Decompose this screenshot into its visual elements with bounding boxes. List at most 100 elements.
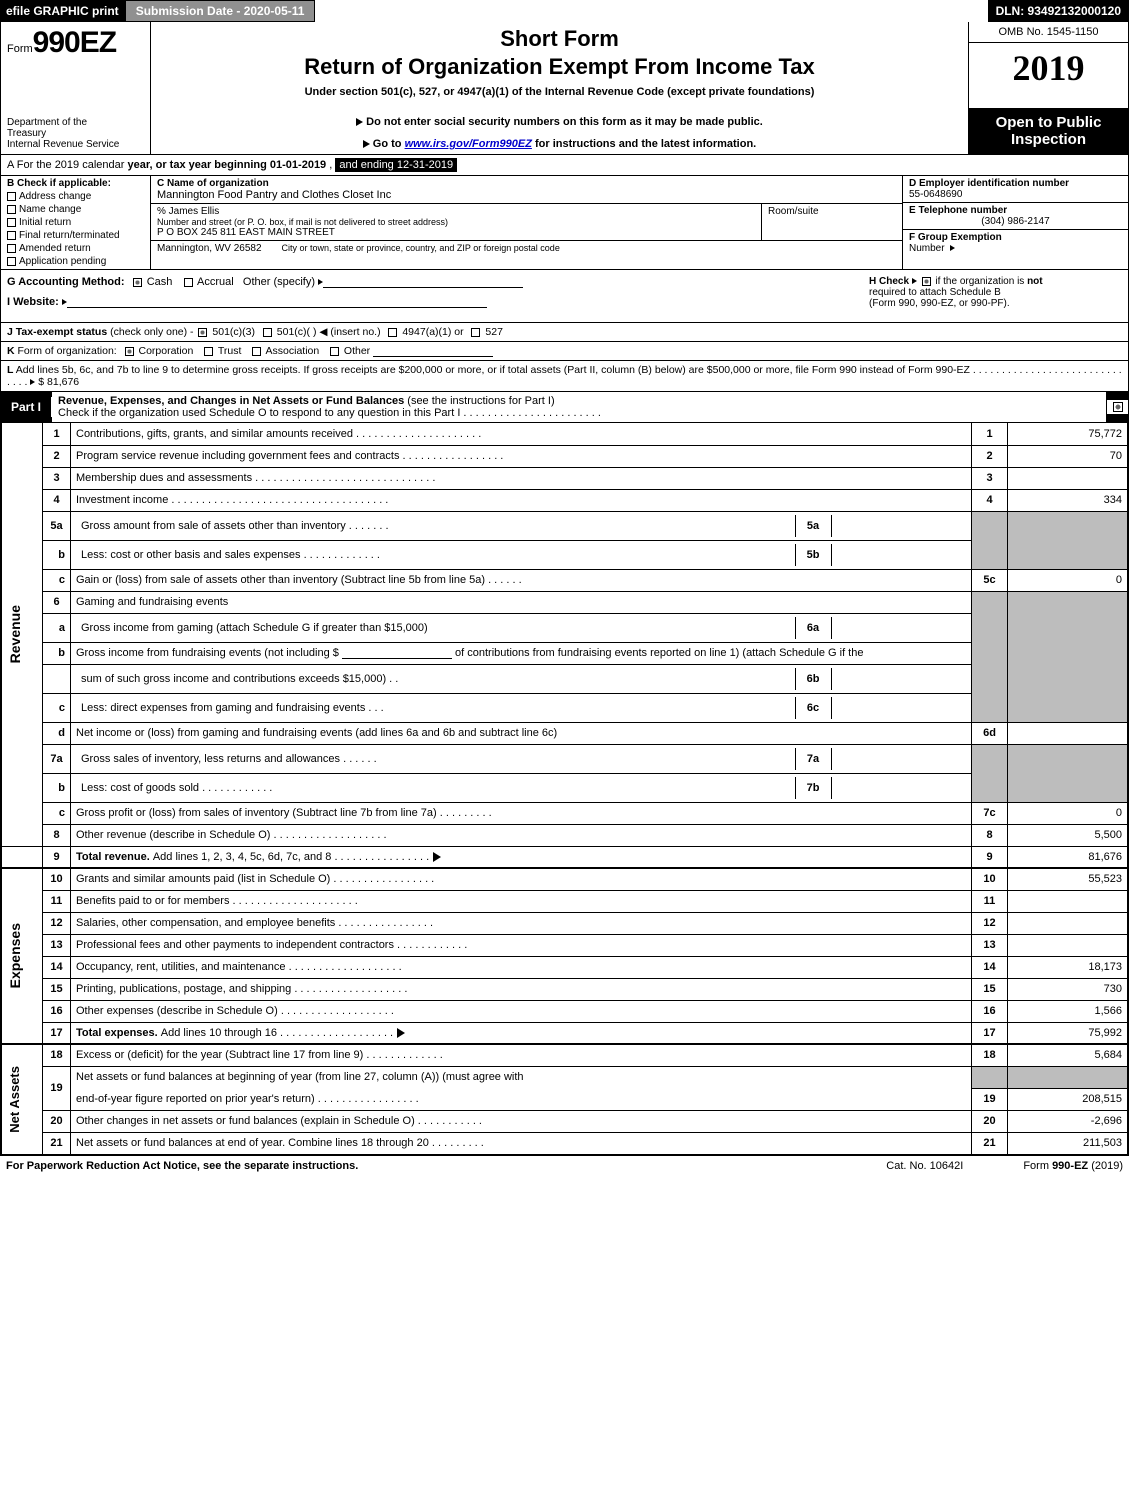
value-8: 5,500 xyxy=(1008,824,1128,846)
street-block: % James Ellis Number and street (or P. O… xyxy=(151,204,762,240)
chk-initial-return[interactable]: Initial return xyxy=(7,217,144,228)
section-def: D Employer identification number 55-0648… xyxy=(903,176,1128,269)
catalog-number: Cat. No. 10642I xyxy=(886,1160,963,1172)
radio-association[interactable] xyxy=(252,347,261,356)
chk-final-return[interactable]: Final return/terminated xyxy=(7,230,144,241)
radio-527[interactable] xyxy=(471,328,480,337)
website-input[interactable] xyxy=(67,296,487,308)
org-name: Mannington Food Pantry and Clothes Close… xyxy=(157,189,896,201)
value-4: 334 xyxy=(1008,489,1128,511)
table-row: cGross profit or (loss) from sales of in… xyxy=(2,802,1128,824)
table-row: Expenses 10Grants and similar amounts pa… xyxy=(2,868,1128,890)
value-20: -2,696 xyxy=(1008,1110,1128,1132)
radio-corporation[interactable] xyxy=(125,347,134,356)
radio-trust[interactable] xyxy=(204,347,213,356)
table-row: 3Membership dues and assessments . . . .… xyxy=(2,467,1128,489)
line-j: J Tax-exempt status (check only one) - 5… xyxy=(1,323,1128,342)
line-i: I Website: xyxy=(7,296,857,308)
table-row: Net Assets 18Excess or (deficit) for the… xyxy=(2,1044,1128,1066)
org-name-block: C Name of organization Mannington Food P… xyxy=(151,176,902,204)
footer: For Paperwork Reduction Act Notice, see … xyxy=(0,1156,1129,1176)
other-specify-input[interactable] xyxy=(323,276,523,288)
chk-schedule-b[interactable] xyxy=(922,277,931,286)
value-1: 75,772 xyxy=(1008,423,1128,445)
part-i-checkbox[interactable] xyxy=(1106,400,1128,414)
street-address: P O BOX 245 811 EAST MAIN STREET xyxy=(157,227,755,238)
chk-amended-return[interactable]: Amended return xyxy=(7,243,144,254)
submission-date: Submission Date - 2020-05-11 xyxy=(125,0,316,22)
irs-link[interactable]: www.irs.gov/Form990EZ xyxy=(405,138,532,150)
triangle-icon xyxy=(950,245,955,251)
triangle-icon xyxy=(912,278,917,284)
triangle-icon xyxy=(356,118,363,126)
form-header: Form990EZ Department of the Treasury Int… xyxy=(1,22,1128,155)
table-row: 13Professional fees and other payments t… xyxy=(2,934,1128,956)
ein-value: 55-0648690 xyxy=(909,189,1122,200)
net-assets-label: Net Assets xyxy=(2,1044,43,1154)
table-row: 4Investment income . . . . . . . . . . .… xyxy=(2,489,1128,511)
table-row: 12Salaries, other compensation, and empl… xyxy=(2,912,1128,934)
dln: DLN: 93492132000120 xyxy=(988,0,1129,22)
table-row: 19Net assets or fund balances at beginni… xyxy=(2,1066,1128,1088)
tax-year: 2019 xyxy=(969,43,1128,97)
table-row: 9Total revenue. Add lines 1, 2, 3, 4, 5c… xyxy=(2,846,1128,868)
do-not-enter: Do not enter social security numbers on … xyxy=(157,116,962,128)
room-suite: Room/suite xyxy=(762,204,902,240)
telephone-value: (304) 986-2147 xyxy=(909,216,1122,227)
table-row: 6Gaming and fundraising events xyxy=(2,591,1128,613)
value-17: 75,992 xyxy=(1008,1022,1128,1044)
table-row: 2Program service revenue including gover… xyxy=(2,445,1128,467)
section-b: B Check if applicable: Address change Na… xyxy=(1,176,151,269)
header-right: OMB No. 1545-1150 2019 Open to Public In… xyxy=(968,22,1128,154)
goto-line: Go to www.irs.gov/Form990EZ for instruct… xyxy=(157,138,962,150)
radio-501c[interactable] xyxy=(263,328,272,337)
form-ref: Form 990-EZ (2019) xyxy=(1023,1160,1123,1172)
table-row: 17Total expenses. Add lines 10 through 1… xyxy=(2,1022,1128,1044)
radio-other[interactable] xyxy=(330,347,339,356)
arrow-icon xyxy=(397,1028,405,1038)
table-row: 20Other changes in net assets or fund ba… xyxy=(2,1110,1128,1132)
line-l: L Add lines 5b, 6c, and 7b to line 9 to … xyxy=(1,361,1128,392)
value-14: 18,173 xyxy=(1008,956,1128,978)
value-19: 208,515 xyxy=(1008,1088,1128,1110)
value-21: 211,503 xyxy=(1008,1132,1128,1154)
section-c: C Name of organization Mannington Food P… xyxy=(151,176,903,269)
value-15: 730 xyxy=(1008,978,1128,1000)
chk-name-change[interactable]: Name change xyxy=(7,204,144,215)
value-9: 81,676 xyxy=(1008,846,1128,868)
section-ghi: G Accounting Method: Cash Accrual Other … xyxy=(1,270,1128,323)
gross-receipts: $ 81,676 xyxy=(38,376,79,388)
revenue-label: Revenue xyxy=(2,423,43,846)
table-row: 14Occupancy, rent, utilities, and mainte… xyxy=(2,956,1128,978)
radio-cash[interactable] xyxy=(133,278,142,287)
arrow-icon xyxy=(433,852,441,862)
header-center: Short Form Return of Organization Exempt… xyxy=(151,22,968,154)
table-row: 15Printing, publications, postage, and s… xyxy=(2,978,1128,1000)
triangle-icon xyxy=(363,140,370,148)
form-number: Form990EZ xyxy=(7,26,144,60)
value-7c: 0 xyxy=(1008,802,1128,824)
city-block: Mannington, WV 26582 City or town, state… xyxy=(151,241,902,256)
radio-501c3[interactable] xyxy=(198,328,207,337)
radio-4947[interactable] xyxy=(388,328,397,337)
line-g: G Accounting Method: Cash Accrual Other … xyxy=(7,276,857,288)
part-i-table: Revenue 1Contributions, gifts, grants, a… xyxy=(1,423,1128,1155)
table-row: bGross income from fundraising events (n… xyxy=(2,642,1128,664)
radio-accrual[interactable] xyxy=(184,278,193,287)
value-12 xyxy=(1008,912,1128,934)
table-row: bLess: cost of goods sold . . . . . . . … xyxy=(2,773,1128,802)
chk-application-pending[interactable]: Application pending xyxy=(7,256,144,267)
table-row: 5aGross amount from sale of assets other… xyxy=(2,511,1128,540)
chk-address-change[interactable]: Address change xyxy=(7,191,144,202)
return-title: Return of Organization Exempt From Incom… xyxy=(157,54,962,80)
table-row: 8Other revenue (describe in Schedule O) … xyxy=(2,824,1128,846)
omb-number: OMB No. 1545-1150 xyxy=(969,22,1128,43)
paperwork-notice: For Paperwork Reduction Act Notice, see … xyxy=(6,1160,358,1172)
ending-date: and ending 12-31-2019 xyxy=(335,158,457,172)
value-16: 1,566 xyxy=(1008,1000,1128,1022)
value-3 xyxy=(1008,467,1128,489)
header-left: Form990EZ Department of the Treasury Int… xyxy=(1,22,151,154)
section-bcdef: B Check if applicable: Address change Na… xyxy=(1,176,1128,270)
table-row: end-of-year figure reported on prior yea… xyxy=(2,1088,1128,1110)
table-row: bLess: cost or other basis and sales exp… xyxy=(2,540,1128,569)
